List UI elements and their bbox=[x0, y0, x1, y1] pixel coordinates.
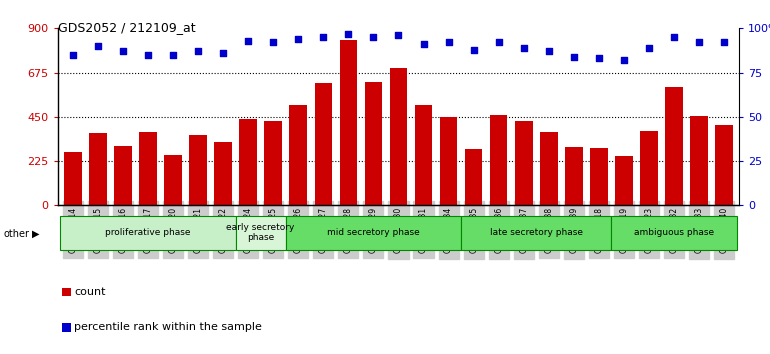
Bar bbox=[89, 132, 106, 205]
Point bbox=[92, 43, 104, 49]
Point bbox=[392, 33, 404, 38]
Text: late secretory phase: late secretory phase bbox=[490, 228, 583, 237]
Point bbox=[67, 52, 79, 58]
Text: GDS2052 / 212109_at: GDS2052 / 212109_at bbox=[58, 21, 196, 34]
Bar bbox=[365, 82, 382, 205]
Text: early secretory
phase: early secretory phase bbox=[226, 223, 295, 242]
Text: count: count bbox=[74, 287, 105, 297]
Bar bbox=[490, 115, 507, 205]
Bar bbox=[540, 132, 557, 205]
Bar bbox=[615, 156, 633, 205]
Bar bbox=[691, 116, 708, 205]
Bar bbox=[114, 146, 132, 205]
Point bbox=[718, 40, 730, 45]
Bar bbox=[611, 216, 737, 250]
Bar bbox=[264, 121, 282, 205]
Point bbox=[217, 50, 229, 56]
Point bbox=[668, 34, 680, 40]
Bar bbox=[214, 142, 232, 205]
Bar bbox=[461, 216, 611, 250]
Point bbox=[643, 45, 655, 51]
Point bbox=[317, 34, 330, 40]
Text: other: other bbox=[4, 229, 30, 239]
Bar bbox=[390, 68, 407, 205]
Point bbox=[242, 38, 254, 44]
Bar bbox=[290, 105, 307, 205]
Bar bbox=[340, 40, 357, 205]
Point bbox=[342, 31, 354, 36]
Text: ambiguous phase: ambiguous phase bbox=[634, 228, 714, 237]
Point bbox=[267, 40, 280, 45]
Bar bbox=[315, 84, 332, 205]
Bar bbox=[665, 87, 683, 205]
Bar bbox=[465, 149, 482, 205]
Point bbox=[417, 41, 430, 47]
Point bbox=[517, 45, 530, 51]
Point bbox=[693, 40, 705, 45]
Bar bbox=[440, 117, 457, 205]
Text: percentile rank within the sample: percentile rank within the sample bbox=[74, 322, 262, 332]
Bar bbox=[64, 152, 82, 205]
Bar bbox=[415, 105, 432, 205]
Point bbox=[292, 36, 304, 42]
Bar bbox=[60, 216, 236, 250]
Bar bbox=[640, 131, 658, 205]
Bar bbox=[189, 135, 207, 205]
Point bbox=[443, 40, 455, 45]
Bar bbox=[236, 216, 286, 250]
Bar bbox=[139, 132, 157, 205]
Point bbox=[142, 52, 154, 58]
Bar bbox=[565, 147, 583, 205]
Point bbox=[618, 57, 630, 63]
Text: proliferative phase: proliferative phase bbox=[105, 228, 191, 237]
Point bbox=[167, 52, 179, 58]
Point bbox=[192, 48, 204, 54]
Point bbox=[543, 48, 555, 54]
Point bbox=[567, 54, 580, 59]
Bar bbox=[164, 155, 182, 205]
Text: mid secretory phase: mid secretory phase bbox=[327, 228, 420, 237]
Point bbox=[367, 34, 380, 40]
Text: ▶: ▶ bbox=[32, 229, 40, 239]
Point bbox=[117, 48, 129, 54]
Point bbox=[493, 40, 505, 45]
Bar bbox=[715, 125, 733, 205]
Point bbox=[467, 47, 480, 52]
Bar bbox=[239, 119, 257, 205]
Bar bbox=[286, 216, 461, 250]
Bar bbox=[515, 121, 533, 205]
Point bbox=[593, 56, 605, 61]
Bar bbox=[590, 148, 608, 205]
